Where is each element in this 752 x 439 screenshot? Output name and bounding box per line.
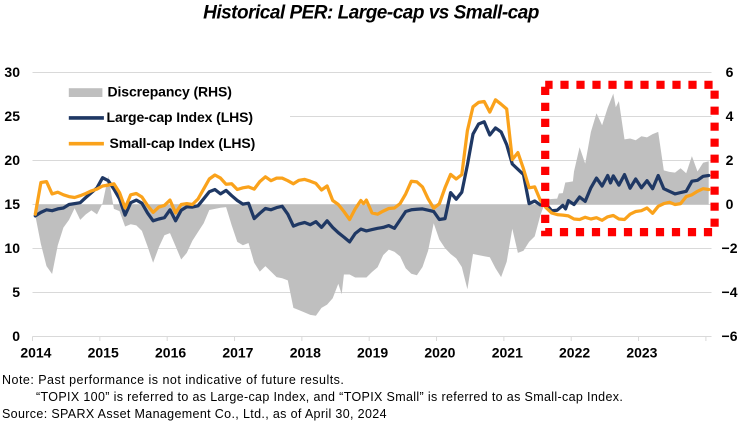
svg-text:2020: 2020 <box>424 345 455 361</box>
svg-text:2023: 2023 <box>626 345 657 361</box>
svg-text:Note: Past performance is not: Note: Past performance is not indicative… <box>2 373 344 387</box>
svg-text:2017: 2017 <box>222 345 253 361</box>
svg-text:15: 15 <box>4 196 20 212</box>
svg-text:2014: 2014 <box>20 345 51 361</box>
svg-text:−6: −6 <box>722 328 738 344</box>
svg-text:Discrepancy (RHS): Discrepancy (RHS) <box>108 83 232 99</box>
svg-text:0: 0 <box>726 196 734 212</box>
svg-text:30: 30 <box>4 64 20 80</box>
svg-text:2016: 2016 <box>155 345 186 361</box>
svg-text:2019: 2019 <box>357 345 388 361</box>
svg-text:0: 0 <box>12 328 20 344</box>
svg-text:−4: −4 <box>722 284 738 300</box>
svg-text:25: 25 <box>4 108 20 124</box>
svg-text:Historical PER: Large-cap vs S: Historical PER: Large-cap vs Small-cap <box>203 3 539 24</box>
svg-text:2018: 2018 <box>290 345 321 361</box>
svg-text:2015: 2015 <box>88 345 119 361</box>
svg-text:“TOPIX 100” is referred to as: “TOPIX 100” is referred to as Large-cap … <box>36 390 623 404</box>
svg-text:2: 2 <box>726 152 734 168</box>
svg-text:Large-cap Index (LHS): Large-cap Index (LHS) <box>107 109 253 125</box>
svg-text:Small-cap Index (LHS): Small-cap Index (LHS) <box>110 135 256 151</box>
svg-text:2021: 2021 <box>492 345 523 361</box>
svg-text:−2: −2 <box>722 240 738 256</box>
svg-text:5: 5 <box>12 284 20 300</box>
svg-text:6: 6 <box>726 64 734 80</box>
svg-text:Source: SPARX Asset Management: Source: SPARX Asset Management Co., Ltd.… <box>2 407 387 421</box>
svg-text:2022: 2022 <box>559 345 590 361</box>
svg-text:10: 10 <box>4 240 20 256</box>
svg-text:4: 4 <box>726 108 734 124</box>
svg-text:20: 20 <box>4 152 20 168</box>
